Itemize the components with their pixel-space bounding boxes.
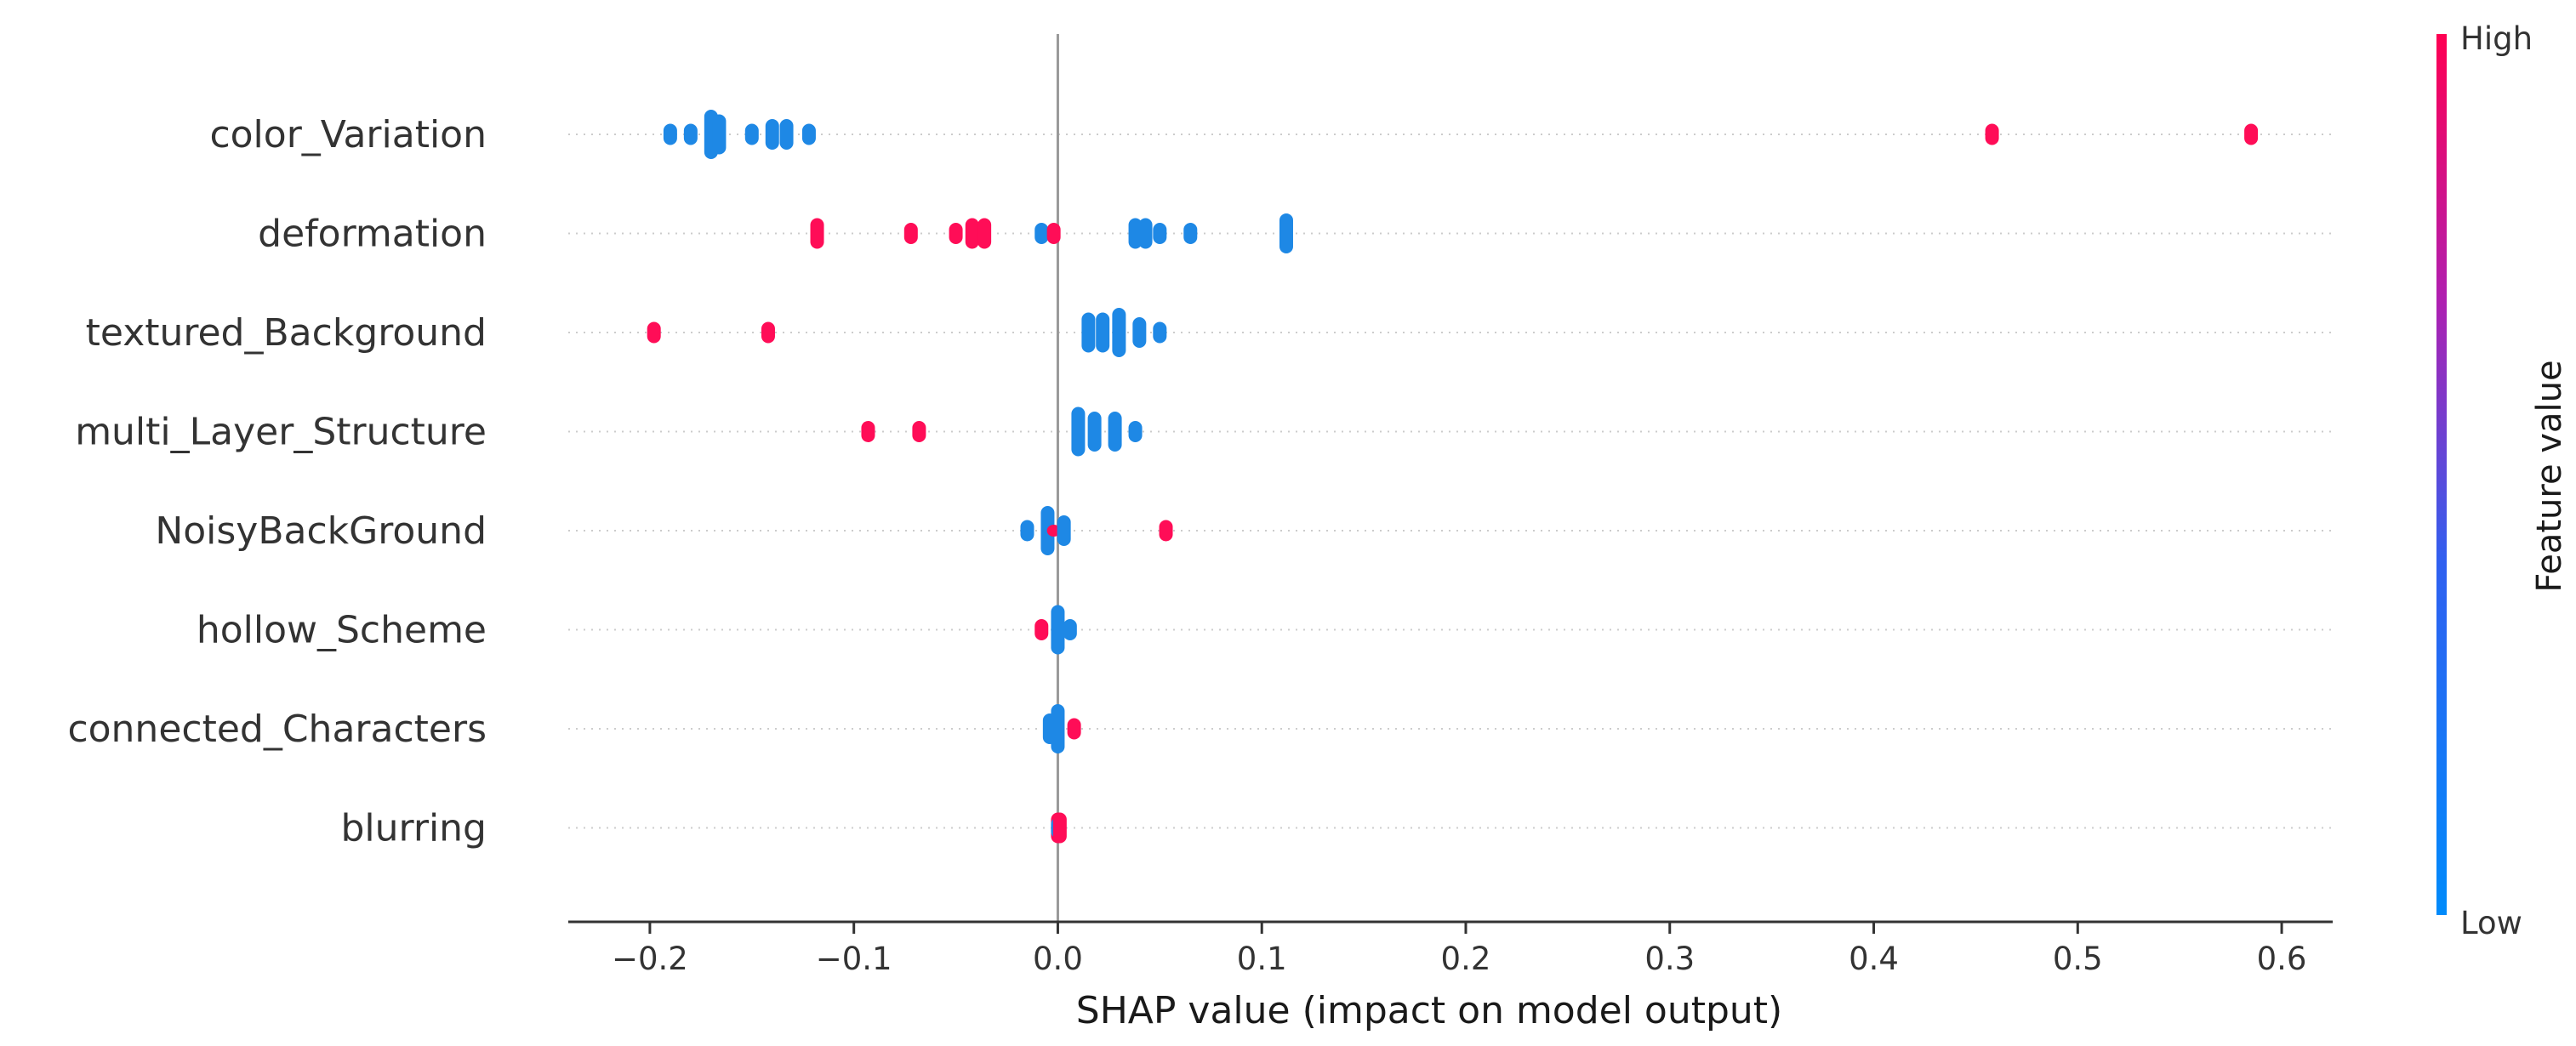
feature-label-textured-background: textured_Background [86,311,487,355]
x-tick-label: 0.6 [2257,941,2307,977]
x-axis: −0.2 −0.1 0.0 0.1 0.2 0.3 0.4 0.5 0.6 SHAP value… [568,920,2333,1032]
feature-gridlines [568,134,2333,829]
shap-point-hollow-scheme-0 [1034,619,1049,640]
x-tick-label: 0.0 [1033,941,1083,977]
shap-point-deformation-6 [1046,223,1061,244]
shap-point-textured-background-2 [1081,312,1096,353]
shap-point-color-variation-8 [1985,123,1999,145]
x-ticks: −0.2 −0.1 0.0 0.1 0.2 0.3 0.4 0.5 0.6 [612,922,2307,977]
x-tick-label: 0.2 [1441,941,1491,977]
x-tick-label: 0.1 [1237,941,1287,977]
shap-point-noisybackground-0 [1020,520,1034,542]
shap-point-multi-layer-structure-3 [1087,412,1102,452]
feature-label-color-variation: color_Variation [209,113,487,156]
colorbar-title: Feature value [2530,360,2569,592]
x-tick-label: 0.5 [2053,941,2103,977]
shap-point-hollow-scheme-1 [1051,605,1065,655]
x-tick-label: 0.4 [1849,941,1899,977]
feature-label-blurring: blurring [341,807,487,850]
shap-point-deformation-10 [1183,223,1198,244]
feature-label-noisybackground: NoisyBackGround [155,509,487,553]
shap-point-deformation-3 [965,218,979,249]
shap-point-multi-layer-structure-1 [912,421,926,442]
shap-point-color-variation-6 [779,119,794,150]
shap-point-deformation-1 [903,223,918,244]
x-tick-label: −0.2 [612,941,688,977]
shap-point-connected-characters-2 [1067,718,1081,740]
shap-point-multi-layer-structure-5 [1128,421,1143,442]
shap-point-deformation-0 [810,218,824,249]
shap-point-hollow-scheme-2 [1063,619,1077,640]
shap-point-textured-background-4 [1112,308,1126,357]
shap-point-color-variation-4 [744,123,759,145]
feature-labels: color_Variation deformation textured_Backg… [67,113,487,850]
shap-point-color-variation-7 [801,123,816,145]
shap-point-deformation-4 [977,218,992,249]
shap-point-multi-layer-structure-0 [861,421,875,442]
shap-point-textured-background-0 [647,321,661,344]
shap-point-noisybackground-3 [1057,515,1071,546]
shap-point-deformation-11 [1279,213,1293,253]
x-tick-label: 0.3 [1644,941,1695,977]
shap-point-textured-background-1 [761,321,775,344]
colorbar-low-label: Low [2460,905,2522,941]
x-tick-label: −0.1 [816,941,892,977]
shap-point-textured-background-6 [1153,321,1167,344]
shap-point-blurring-2 [1052,812,1067,844]
shap-point-connected-characters-1 [1051,704,1065,753]
colorbar-gradient [2436,34,2447,915]
shap-point-color-variation-1 [683,123,698,145]
shap-point-multi-layer-structure-4 [1108,412,1122,452]
feature-label-connected-characters: connected_Characters [67,708,487,751]
shap-point-deformation-9 [1153,223,1167,244]
feature-label-multi-layer-structure: multi_Layer_Structure [75,411,487,454]
shap-point-noisybackground-4 [1159,520,1173,542]
x-axis-title: SHAP value (impact on model output) [1076,989,1782,1032]
shap-point-color-variation-0 [663,123,677,145]
shap-point-multi-layer-structure-2 [1071,406,1086,457]
shap-point-color-variation-3 [712,114,727,155]
colorbar: High Low Feature value [2436,20,2569,941]
shap-points [647,110,2259,844]
shap-point-deformation-8 [1138,218,1153,249]
shap-point-textured-background-3 [1096,312,1110,353]
shap-point-deformation-2 [949,223,963,244]
shap-point-color-variation-9 [2244,123,2259,145]
feature-label-deformation: deformation [258,213,487,256]
shap-point-deformation-5 [1034,223,1049,244]
feature-label-hollow-scheme: hollow_Scheme [197,609,487,652]
colorbar-high-label: High [2460,20,2533,57]
shap-point-textured-background-5 [1132,317,1147,348]
shap-point-color-variation-5 [765,119,779,150]
